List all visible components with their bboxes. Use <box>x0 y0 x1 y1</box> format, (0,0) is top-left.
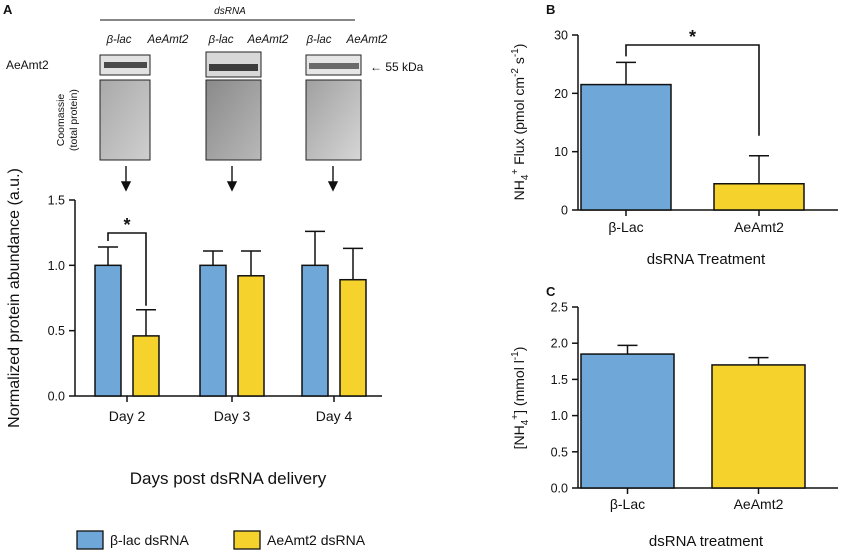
chart-a-ytick-label: 1.5 <box>48 194 65 208</box>
chart-c-bar-1 <box>580 353 675 489</box>
chart-a-xtick-label: Day 4 <box>316 408 353 424</box>
chart-c-ytick-label: 0.0 <box>551 482 568 496</box>
chart-b-significance-star: * <box>689 27 696 47</box>
chart-c-ytick-label: 0.5 <box>551 445 568 459</box>
chart-b: 0 10 20 30 * β-Lac AeAmt2 NH4+ Flux (pmol cm… <box>510 27 838 268</box>
chart-a-y-title: Normalized protein abundance (a.u.) <box>6 168 23 428</box>
chart-b-significance-bracket <box>625 44 760 136</box>
chart-a-significance-star: * <box>123 215 130 235</box>
chart-b-ytick-label: 0 <box>561 204 568 218</box>
chart-b-x-title: dsRNA Treatment <box>647 251 766 268</box>
lane-label-aeamt2-day2: AeAmt2 <box>147 34 190 46</box>
chart-c-bar-2 <box>711 364 806 489</box>
chart-c-x-title: dsRNA treatment <box>649 533 764 550</box>
coomassie-strip-day2 <box>99 79 151 161</box>
chart-a-bar-blac-2 <box>199 264 227 397</box>
lane-label-blac-day3: β-lac <box>207 34 233 46</box>
total-protein-label: (total protein) <box>68 89 80 151</box>
panel-letter-b: B <box>546 2 555 17</box>
chart-b-ytick-label: 20 <box>554 87 568 101</box>
chart-c-y-title: [NH4+] (mmol l-1) <box>510 347 531 450</box>
legend-swatch-blac <box>76 530 104 550</box>
lane-label-aeamt2-day3: AeAmt2 <box>247 34 290 46</box>
lane-label-blac-day2: β-lac <box>105 34 131 46</box>
legend-swatch-aeamt2 <box>233 530 261 550</box>
legend: β-lac dsRNA AeAmt2 dsRNA <box>76 530 366 550</box>
western-blot: dsRNA β-lac AeAmt2 β-lac AeAmt2 β-lac Ae… <box>6 6 424 192</box>
chart-a-bar-blac-3 <box>301 264 329 397</box>
band-day2 <box>104 62 147 68</box>
legend-label-blac: β-lac dsRNA <box>110 532 190 548</box>
chart-c-ytick-label: 2.5 <box>551 301 568 315</box>
chart-b-ytick-label: 30 <box>554 29 568 43</box>
kda-marker-label: ← 55 kDa <box>370 60 424 74</box>
chart-b-y-title: NH4+ Flux (pmol cm-2 s-1) <box>510 44 531 201</box>
lane-label-aeamt2-day4: AeAmt2 <box>346 34 389 46</box>
chart-a-significance-bracket <box>107 232 147 306</box>
chart-a-ytick-label: 0.0 <box>48 390 65 404</box>
chart-a-xtick-label: Day 2 <box>109 408 146 424</box>
chart-a-ytick-label: 0.5 <box>48 324 65 338</box>
panel-letter-c: C <box>546 284 556 299</box>
dsrna-header: dsRNA <box>214 6 246 17</box>
band-day3 <box>209 64 258 71</box>
chart-c-xtick-label: β-Lac <box>610 496 645 512</box>
chart-a-bar-blac-1 <box>94 264 122 397</box>
lane-label-blac-day4: β-lac <box>305 34 331 46</box>
chart-c-ytick-label: 2.0 <box>551 337 568 351</box>
chart-b-bar-1 <box>580 83 672 211</box>
chart-b-bar-2 <box>713 183 805 211</box>
protein-label: AeAmt2 <box>6 58 49 72</box>
chart-c: 0.0 0.5 1.0 1.5 2.0 2.5 β-Lac AeAmt2 [NH4+] (m… <box>510 301 838 550</box>
legend-label-aeamt2: AeAmt2 dsRNA <box>267 532 366 548</box>
chart-b-ytick-label: 10 <box>554 145 568 159</box>
chart-c-xtick-label: AeAmt2 <box>734 496 784 512</box>
chart-a-ytick-label: 1.0 <box>48 259 65 273</box>
chart-a-bar-aeamt2-2 <box>237 275 265 397</box>
chart-c-ytick-label: 1.5 <box>551 373 568 387</box>
panel-letter-a: A <box>3 2 13 17</box>
coomassie-label: Coomassie <box>55 94 67 147</box>
chart-a-bar-aeamt2-3 <box>339 278 367 397</box>
band-day4 <box>309 63 359 69</box>
blot-arrows <box>120 166 339 192</box>
chart-a: 0.0 0.5 1.0 1.5 * Day 2 Day 3 Day 4 Normalize… <box>6 168 382 488</box>
chart-a-bar-aeamt2-1 <box>132 335 160 397</box>
chart-a-x-title: Days post dsRNA delivery <box>130 469 327 488</box>
chart-c-ytick-label: 1.0 <box>551 409 568 423</box>
chart-a-xtick-label: Day 3 <box>214 408 251 424</box>
chart-b-xtick-label: β-Lac <box>608 219 643 235</box>
coomassie-strip-day3 <box>205 79 262 161</box>
chart-b-xtick-label: AeAmt2 <box>734 219 784 235</box>
coomassie-strip-day4 <box>305 79 362 161</box>
